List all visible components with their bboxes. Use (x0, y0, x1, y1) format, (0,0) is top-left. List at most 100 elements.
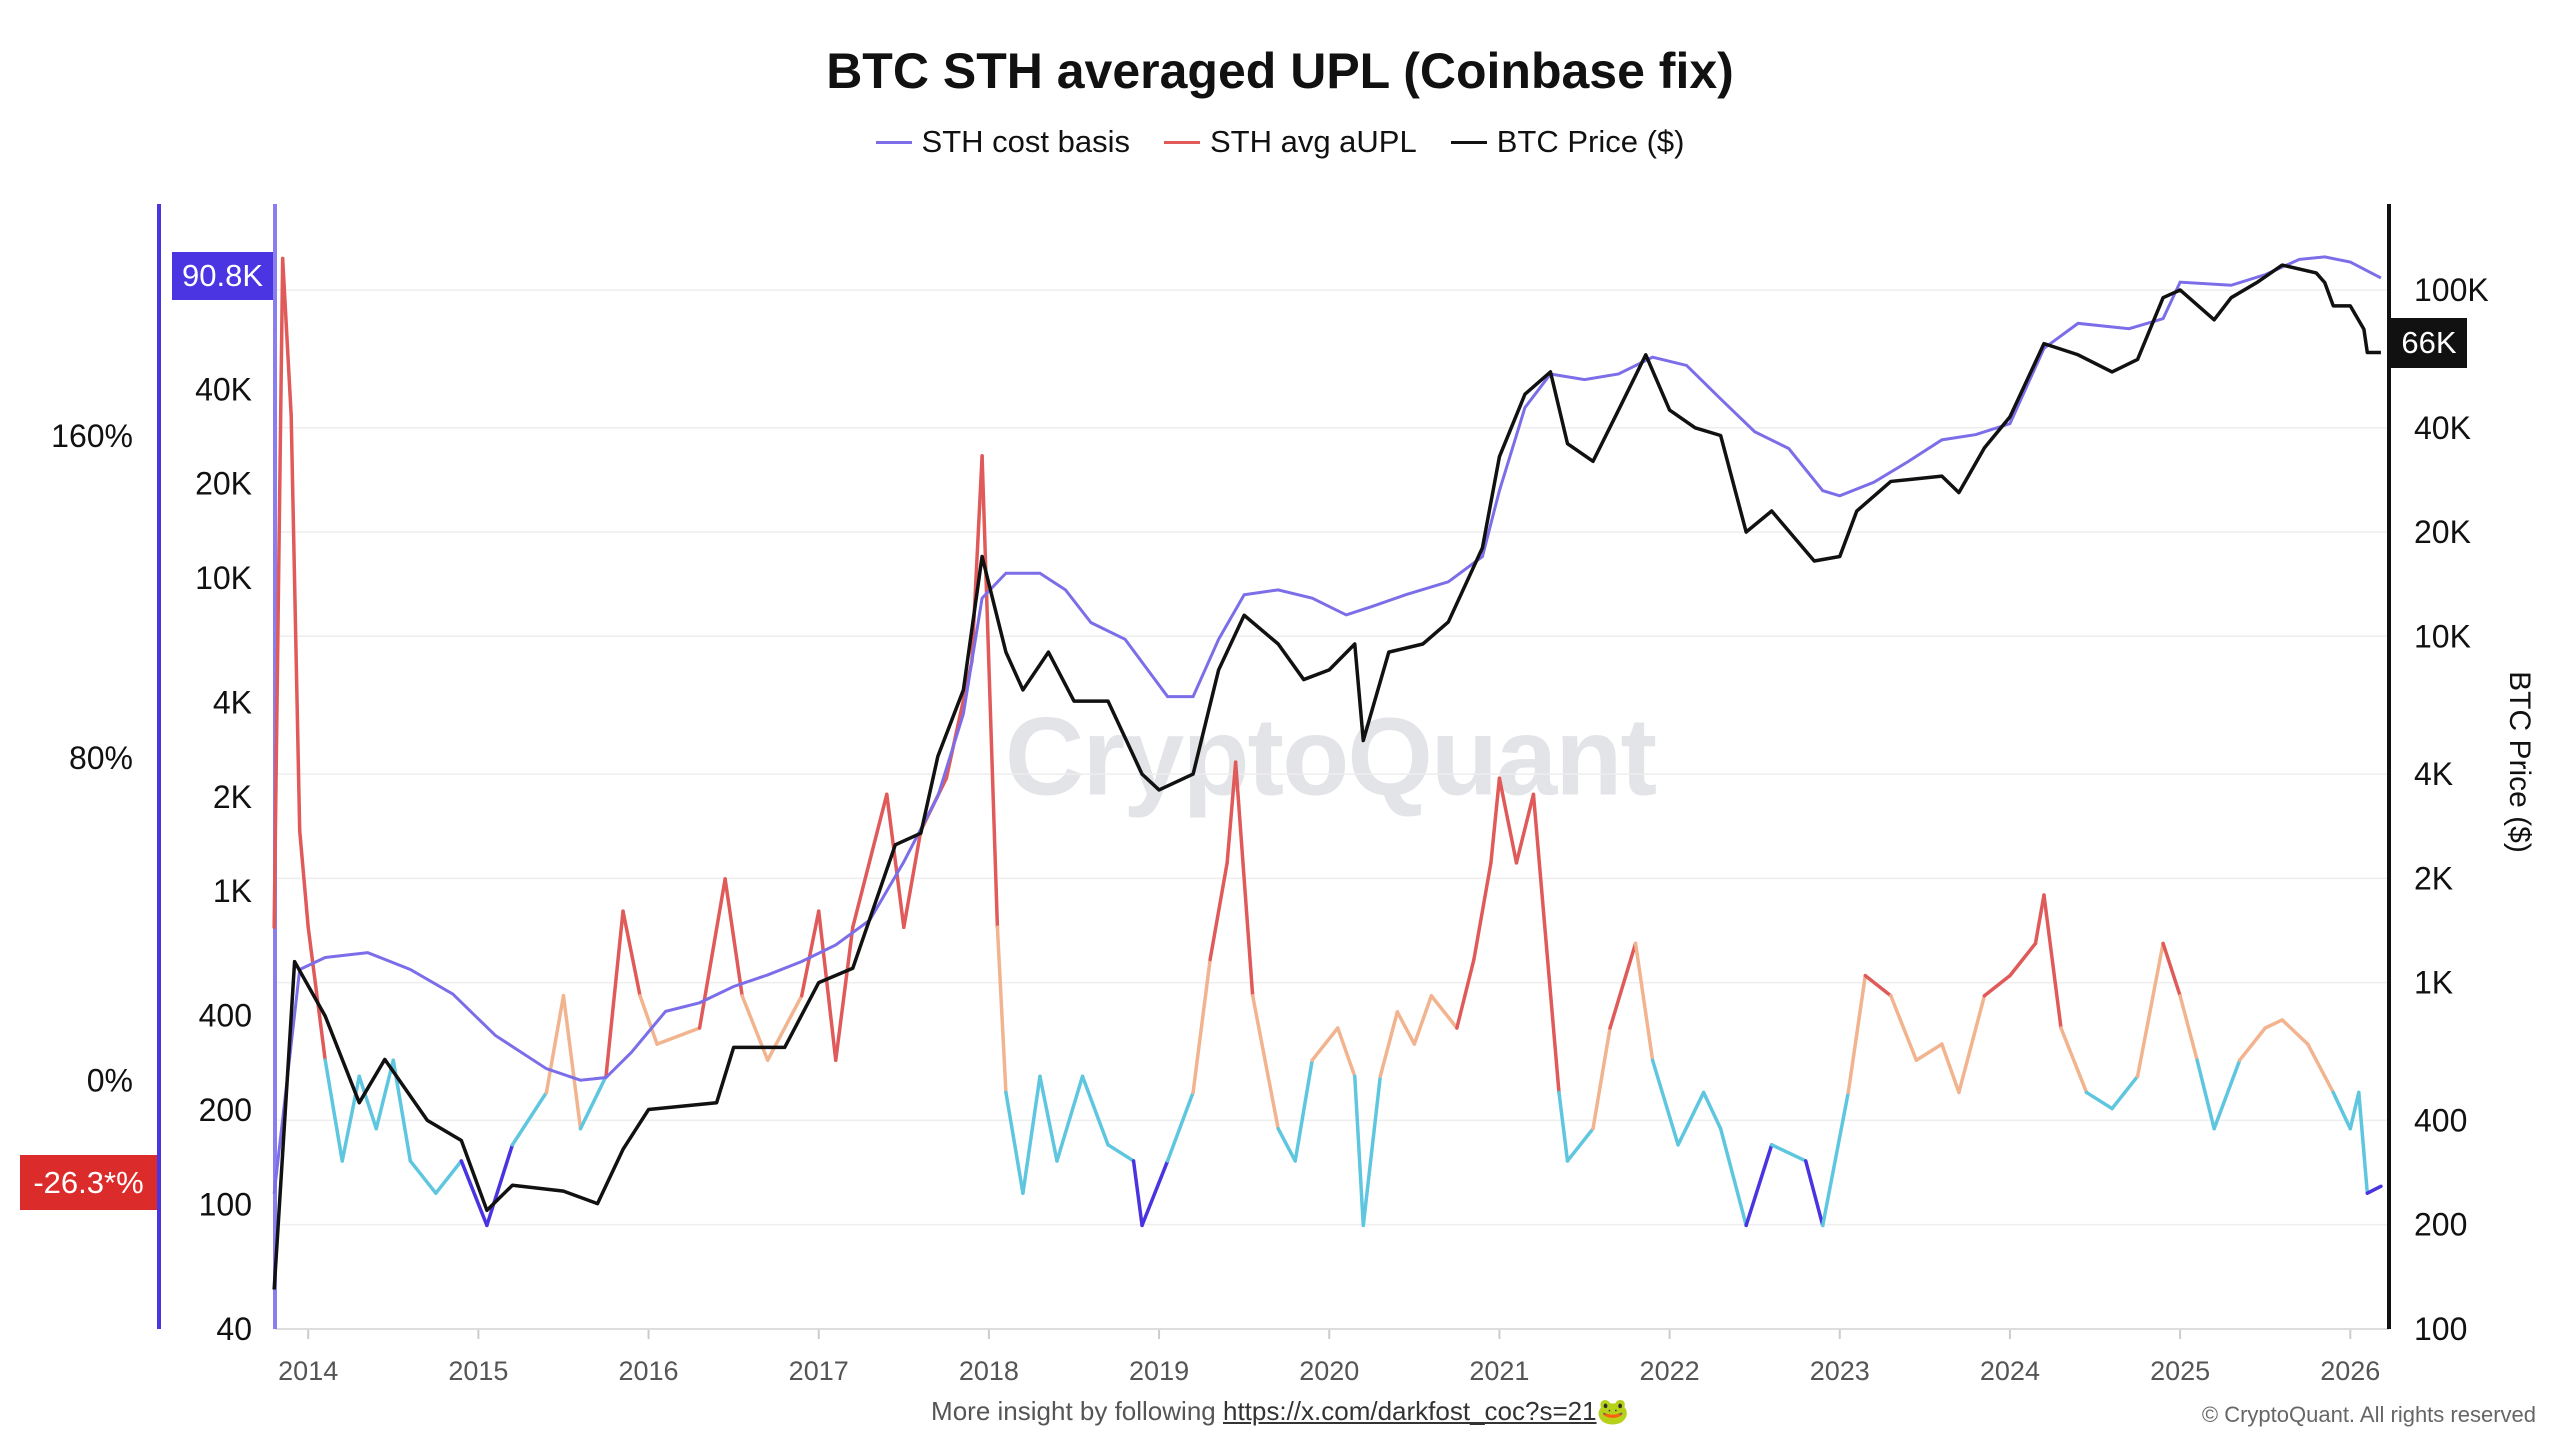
aupl-segment (544, 994, 566, 1095)
aupl-segment (340, 1074, 362, 1163)
y-left-cost-tick: 1K (213, 873, 252, 909)
x-tick: 2023 (1810, 1356, 1870, 1386)
y-right-tick: 40K (2414, 410, 2471, 446)
aupl-segment (1361, 1074, 1383, 1228)
aupl-segment (816, 909, 838, 1062)
legend-item-cost-basis[interactable]: STH cost basis (875, 124, 1130, 160)
aupl-segment (1565, 1126, 1595, 1163)
y-right-tick: 1K (2414, 965, 2453, 1001)
aupl-segment (2280, 1018, 2310, 1046)
aupl-segment (2357, 1090, 2370, 1195)
legend-label: STH cost basis (921, 124, 1130, 159)
x-tick: 2016 (619, 1356, 679, 1386)
aupl-segment (1131, 1159, 1144, 1228)
aupl-segment (1250, 994, 1280, 1131)
aupl-segment (1497, 776, 1519, 865)
aupl-segment (2008, 941, 2038, 978)
aupl-segment (2331, 1090, 2353, 1131)
y-right-tick: 4K (2414, 756, 2453, 792)
price-line (272, 263, 2381, 1290)
aupl-segment (655, 1026, 702, 1046)
copyright: © CryptoQuant. All rights reserved (2201, 1402, 2536, 1427)
y-left-cost-tick: 100 (199, 1186, 252, 1222)
cost-basis-line (272, 255, 2382, 1194)
aupl-segment (1820, 1090, 1851, 1228)
aupl-segment (485, 1143, 515, 1228)
legend-label: STH avg aUPL (1209, 124, 1417, 159)
aupl-segment (1803, 1159, 1825, 1228)
aupl-segment (2237, 1026, 2267, 1062)
footer-link[interactable]: https://x.com/darkfost_coc?s=21 (1222, 1396, 1597, 1426)
aupl-segment (1004, 1090, 1025, 1195)
aupl-segment (2305, 1042, 2336, 1095)
y-axis-right-label: BTC Price ($) (2503, 671, 2536, 853)
aupl-segment (280, 256, 293, 418)
aupl-segment (1038, 1074, 1059, 1163)
aupl-segment (510, 1090, 549, 1147)
aupl-segment (851, 792, 889, 930)
x-tick: 2018 (959, 1356, 1019, 1386)
aupl-segment (1429, 994, 1459, 1030)
legend-item-price[interactable]: BTC Price ($) (1450, 124, 1685, 160)
aupl-segment (1846, 973, 1868, 1095)
aupl-segment (2195, 1058, 2216, 1131)
aupl-segment (1395, 1010, 1417, 1046)
aupl-segment (723, 877, 744, 998)
aupl-segment (1455, 957, 1476, 1030)
y-right-tick: 100K (2414, 272, 2489, 308)
aupl-segment (799, 909, 821, 998)
y-left-pct-tick: 0% (87, 1062, 133, 1098)
cost-basis-last-badge: 90.8K (172, 252, 273, 300)
aupl-segment (885, 792, 906, 930)
aupl-segment (1489, 776, 1502, 865)
aupl-segment (995, 925, 1008, 1095)
aupl-segment (1889, 994, 1919, 1062)
aupl-segment (1233, 760, 1255, 998)
aupl-segment (1276, 1126, 1297, 1163)
legend-swatch (1163, 140, 1200, 144)
aupl-segment (1650, 1058, 1680, 1147)
aupl-segment (1633, 941, 1655, 1062)
aupl-segment (2110, 1074, 2140, 1111)
aupl-segment (1225, 760, 1238, 865)
aupl-segment (408, 1159, 438, 1195)
legend-item-aupl[interactable]: STH avg aUPL (1163, 124, 1417, 160)
aupl-segment (1353, 1074, 1366, 1228)
footer-text: More insight by following (931, 1396, 1216, 1426)
x-tick: 2025 (2150, 1356, 2210, 1386)
y-right-tick: 200 (2414, 1207, 2467, 1243)
x-tick: 2019 (1129, 1356, 1189, 1386)
aupl-segment (2365, 1184, 2383, 1195)
y-left-cost-tick: 400 (199, 998, 252, 1034)
aupl-segment (1591, 1026, 1612, 1131)
x-tick: 2022 (1640, 1356, 1700, 1386)
aupl-segment (1608, 941, 1638, 1030)
aupl-segment (2059, 1026, 2089, 1095)
y-left-cost-tick: 4K (213, 685, 252, 721)
aupl-segment (1957, 994, 1987, 1095)
aupl-last-badge: -26.3*% (20, 1155, 157, 1210)
y-left-cost-tick: 10K (195, 560, 252, 596)
aupl-segment (833, 925, 855, 1062)
aupl-segment (697, 877, 727, 1030)
legend-label: BTC Price ($) (1496, 124, 1685, 159)
aupl-segment (1914, 1042, 1944, 1062)
aupl-segment (1336, 1026, 1357, 1079)
aupl-segment (765, 994, 804, 1062)
aupl-segment (1140, 1159, 1170, 1228)
aupl-segment (272, 256, 285, 930)
aupl-segment (2263, 1018, 2284, 1030)
x-tick: 2014 (278, 1356, 338, 1386)
aupl-segment (1106, 1143, 1136, 1163)
aupl-segment (1514, 792, 1536, 865)
y-left-cost-tick: 40 (216, 1311, 252, 1347)
aupl-segment (2161, 941, 2182, 998)
aupl-segment (1412, 994, 1434, 1046)
aupl-segment (357, 1074, 379, 1131)
aupl-segment (1021, 1074, 1042, 1195)
aupl-segment (1676, 1090, 1706, 1147)
y-left-pct-tick: 160% (51, 418, 133, 454)
aupl-segment (638, 994, 659, 1046)
aupl-segment (1055, 1074, 1085, 1163)
